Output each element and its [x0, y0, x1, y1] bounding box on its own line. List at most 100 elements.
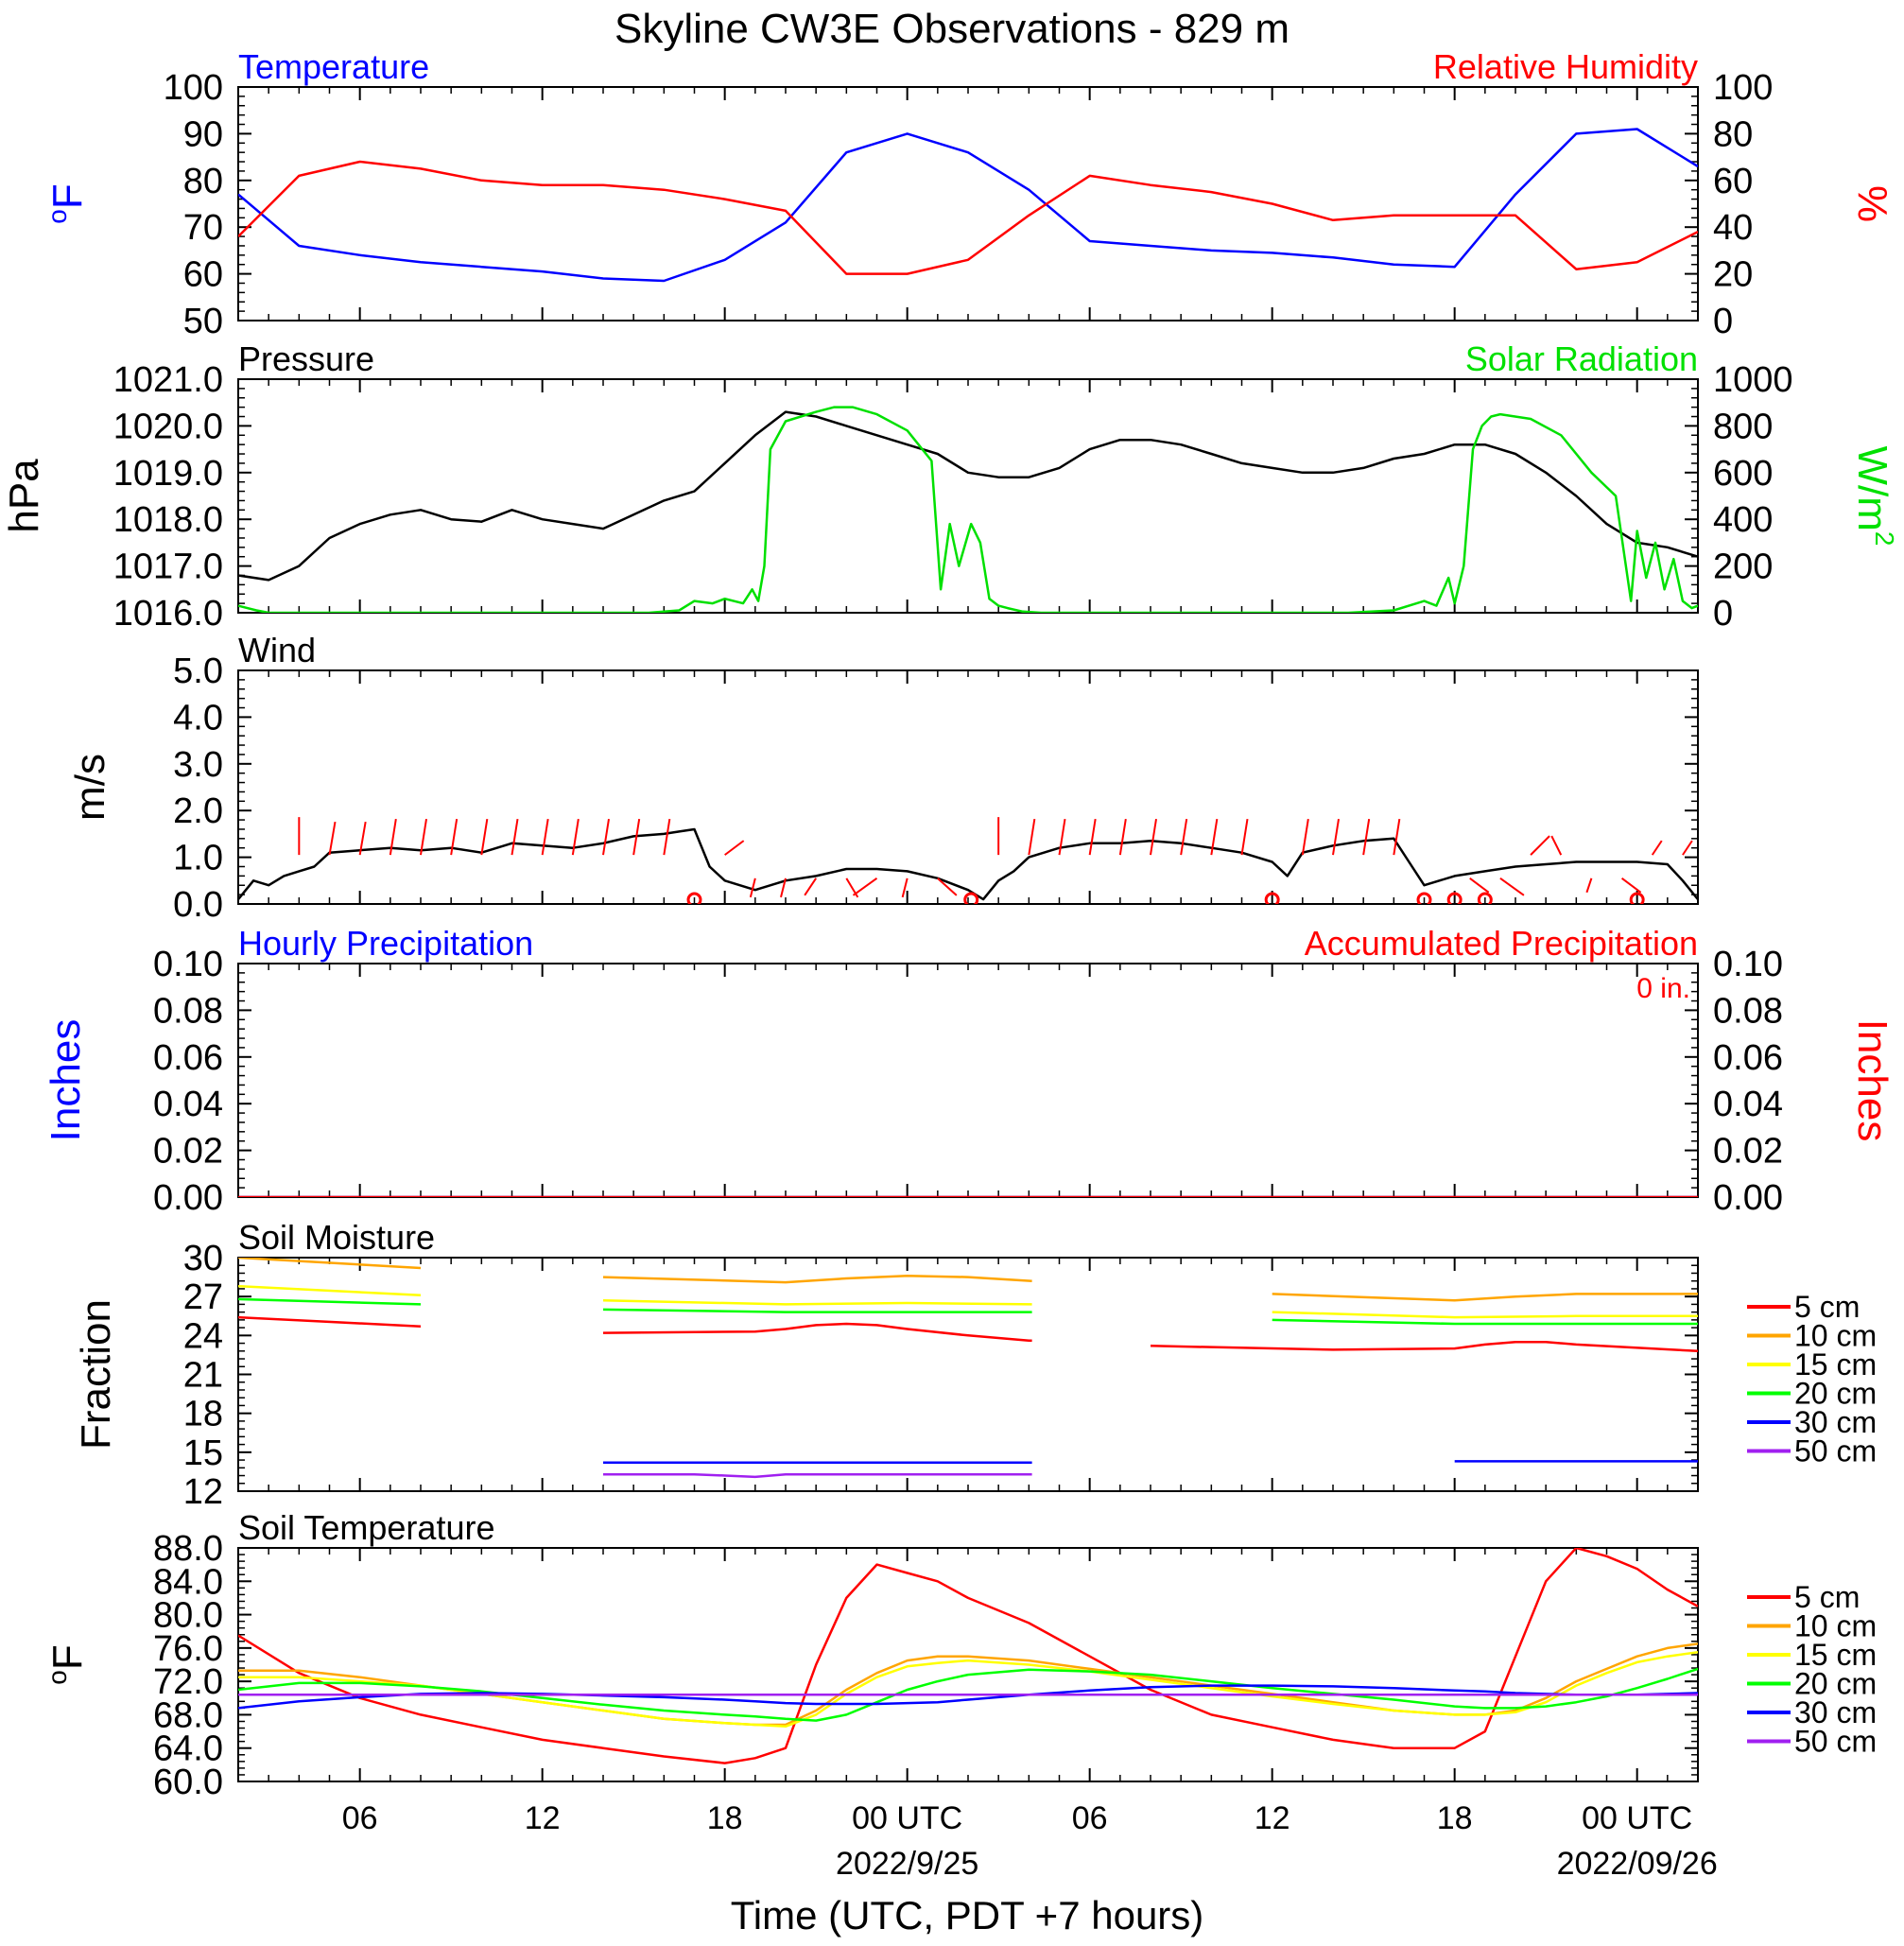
- wind-barb: [804, 877, 817, 896]
- y-tick-label: 1019.0: [113, 454, 223, 494]
- y-tick-label: 21: [183, 1356, 223, 1396]
- x-tick-label: 06: [342, 1800, 378, 1836]
- y-right-tick-label: 60: [1713, 162, 1753, 201]
- x-axis-layer: 06 12 18 00 UTC 06 12 18 00 UTC 2022/9/25 2022/09…: [342, 1800, 1718, 1882]
- wind-barb: [420, 818, 427, 856]
- legend-label: 30 cm: [1794, 1405, 1877, 1439]
- y-tick-label: 76.0: [153, 1629, 223, 1669]
- y-tick-label: 80.0: [153, 1596, 223, 1636]
- legend-label: 30 cm: [1794, 1695, 1877, 1729]
- y-right-tick-label: 400: [1713, 500, 1773, 540]
- wind-barb: [1210, 818, 1219, 856]
- series-line-5-cm: [238, 1315, 422, 1328]
- wind-barb: [1585, 877, 1593, 894]
- series-line-temperature: [238, 128, 1698, 283]
- wind-barb: [1682, 840, 1693, 856]
- y-right-tick-label: 1000: [1713, 360, 1793, 400]
- panel-title-left: Soil Moisture: [238, 1218, 435, 1257]
- panel-title-right: Relative Humidity: [1433, 47, 1698, 86]
- wind-barb: [571, 818, 580, 856]
- x-tick-label: 18: [1437, 1800, 1473, 1836]
- y-axis-label-right: %: [1849, 185, 1895, 222]
- x-tick-label: 12: [1255, 1800, 1290, 1836]
- y-tick-label: 27: [183, 1277, 223, 1317]
- panel-soil_temperature: 88.084.080.076.072.068.064.060.0 Soil Tem…: [43, 1508, 1877, 1802]
- y-right-tick-label: 40: [1713, 208, 1753, 248]
- wind-barb: [1180, 818, 1188, 856]
- legend-label: 5 cm: [1794, 1290, 1860, 1324]
- legend-label: 15 cm: [1794, 1638, 1877, 1672]
- accumulated-total-label: 0 in.: [1636, 973, 1690, 1004]
- wind-barb: [780, 877, 787, 898]
- series-line-15-cm: [602, 1299, 1032, 1306]
- y-tick-label: 68.0: [153, 1695, 223, 1735]
- y-tick-label: 72.0: [153, 1662, 223, 1702]
- wind-barb: [632, 818, 641, 856]
- wind-barb: [1240, 818, 1249, 856]
- series-line-5-cm: [238, 1548, 1698, 1764]
- series-line-10-cm: [238, 1642, 1698, 1727]
- plot-frame: [237, 1257, 1699, 1492]
- panel-title-left: Soil Temperature: [238, 1508, 494, 1547]
- wind-barb: [602, 818, 610, 856]
- wind-barb: [480, 818, 489, 856]
- wind-barb: [450, 818, 459, 856]
- wind-barb: [1393, 818, 1401, 856]
- plot-frame: [237, 669, 1699, 905]
- calm-wind-marker: [1446, 892, 1463, 904]
- x-date-label: 2022/9/25: [836, 1846, 978, 1882]
- x-tick-label: 12: [525, 1800, 561, 1836]
- wind-barb: [1058, 818, 1066, 856]
- series-layer: [238, 128, 1698, 283]
- y-right-tick-label: 0.00: [1713, 1178, 1783, 1218]
- y-tick-label: 50: [183, 302, 223, 341]
- legend-label: 50 cm: [1794, 1434, 1877, 1468]
- panel-title-left: Pressure: [238, 339, 374, 378]
- y-axis-label-left: Fraction: [73, 1299, 119, 1450]
- y-right-tick-label: 20: [1713, 255, 1753, 295]
- x-axis-label: Time (UTC, PDT +7 hours): [731, 1893, 1204, 1937]
- y-right-tick-label: 800: [1713, 407, 1773, 446]
- series-line-relative-humidity: [238, 160, 1698, 275]
- y-right-tick-label: 0.08: [1713, 991, 1783, 1031]
- wind-barb: [541, 818, 549, 856]
- x-tick-label: 06: [1072, 1800, 1108, 1836]
- plot-frame: [237, 378, 1699, 614]
- series-line-15-cm: [238, 1284, 422, 1297]
- y-tick-label: 60: [183, 255, 223, 295]
- plot-frame: [237, 963, 1699, 1198]
- y-tick-label: 88.0: [153, 1529, 223, 1569]
- series-line-10-cm: [602, 1274, 1032, 1284]
- y-tick-label: 0.10: [153, 945, 223, 984]
- y-tick-label: 30: [183, 1239, 223, 1278]
- y-tick-label: 0.06: [153, 1038, 223, 1078]
- x-tick-label: 00 UTC: [1582, 1800, 1692, 1836]
- y-right-tick-label: 100: [1713, 68, 1773, 108]
- series-line-10-cm: [238, 1258, 422, 1270]
- y-tick-label: 0.02: [153, 1132, 223, 1172]
- y-tick-label: 84.0: [153, 1562, 223, 1602]
- panel-wind: 5.0 4.0 3.0 2.0 1.0 0.0 Wind m/s: [67, 631, 1699, 925]
- y-tick-label: 4.0: [173, 698, 223, 738]
- y-tick-label: 2.0: [173, 791, 223, 831]
- y-tick-label: 0.04: [153, 1085, 223, 1124]
- series-layer: [238, 1258, 1698, 1479]
- series-layer: [238, 817, 1698, 904]
- wind-barb: [852, 877, 878, 896]
- y-tick-label: 1017.0: [113, 547, 223, 587]
- panel-title-left: Hourly Precipitation: [238, 924, 533, 963]
- wind-barb: [937, 877, 958, 896]
- series-line-50-cm: [603, 1472, 1032, 1479]
- wind-barb: [1469, 877, 1490, 894]
- y-axis-label-left: hPa: [1, 459, 47, 533]
- y-tick-label: 5.0: [173, 652, 223, 691]
- series-layer: [238, 406, 1698, 613]
- figure-title: Skyline CW3E Observations - 829 m: [614, 6, 1290, 52]
- series-line-wind: [238, 827, 1698, 901]
- panel-precipitation: 0.10 0.08 0.06 0.04 0.02 0.00 0.10 0.08 0.06 0.04…: [43, 924, 1895, 1218]
- series-line-10-cm: [1272, 1293, 1698, 1302]
